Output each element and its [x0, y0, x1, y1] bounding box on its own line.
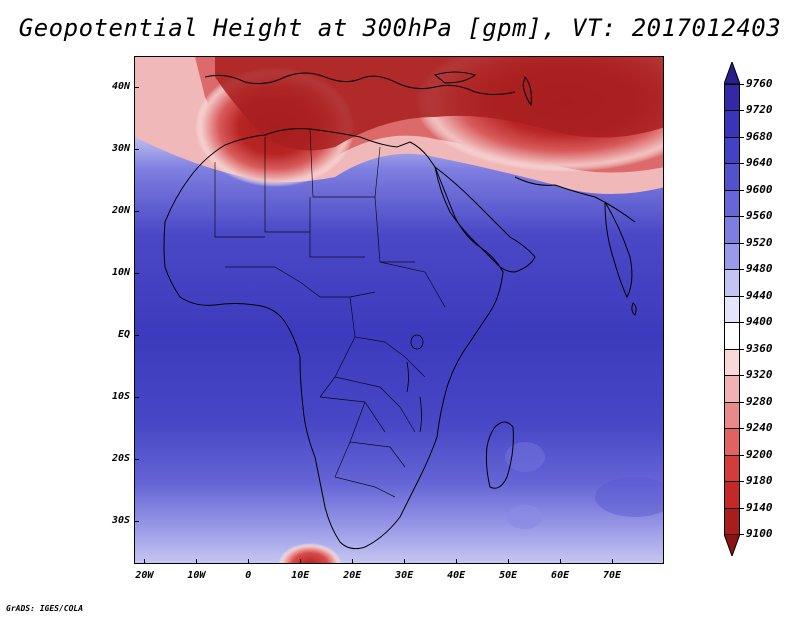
colorbar-tick — [740, 163, 744, 165]
map-panel — [134, 56, 664, 564]
latitude-tick — [134, 86, 139, 88]
longitude-tick — [352, 559, 354, 564]
geopotential-height-map — [135, 57, 663, 563]
colorbar-segment — [724, 375, 740, 402]
colorbar-tick — [740, 189, 744, 191]
colorbar-label: 9600 — [746, 182, 773, 196]
colorbar-segment — [724, 348, 740, 376]
colorbar-segment — [724, 428, 740, 455]
longitude-label: 10E — [291, 570, 310, 581]
colorbar-min-triangle — [724, 534, 740, 556]
colorbar-segment — [724, 84, 740, 111]
colorbar-segment — [724, 401, 740, 429]
latitude-tick — [134, 210, 139, 212]
colorbar-label: 9180 — [746, 474, 773, 488]
colorbar-tick — [740, 428, 744, 430]
colorbar-label: 9200 — [746, 447, 773, 461]
colorbar-segment — [724, 216, 740, 243]
colorbar-tick — [740, 216, 744, 218]
colorbar-tick — [740, 348, 744, 350]
colorbar-label: 9640 — [746, 156, 773, 170]
colorbar-tick — [740, 454, 744, 456]
longitude-tick — [612, 559, 614, 564]
longitude-label: 20E — [343, 570, 362, 581]
colorbar-label: 9560 — [746, 209, 773, 223]
longitude-tick — [456, 559, 458, 564]
colorbar-label: 9360 — [746, 341, 773, 355]
colorbar-tick — [740, 269, 744, 271]
chart-title: Geopotential Height at 300hPa [gpm], VT:… — [18, 14, 782, 42]
latitude-tick — [134, 458, 139, 460]
colorbar-segment — [724, 163, 740, 190]
colorbar-segment — [724, 269, 740, 296]
colorbar-max-triangle — [724, 62, 740, 84]
colorbar-label: 9760 — [746, 77, 773, 90]
colorbar-segment — [724, 454, 740, 482]
longitude-label: 30E — [395, 570, 414, 581]
longitude-label: 60E — [551, 570, 570, 581]
latitude-tick — [134, 334, 139, 336]
colorbar-segment — [724, 136, 740, 164]
latitude-tick — [134, 520, 139, 522]
colorbar-segment — [724, 295, 740, 323]
colorbar-segment — [724, 507, 740, 534]
software-credit: GrADS: IGES/COLA — [6, 604, 84, 613]
latitude-label: 20S — [111, 452, 130, 464]
colorbar-tick — [740, 295, 744, 297]
latitude-tick — [134, 396, 139, 398]
longitude-tick — [248, 559, 250, 564]
colorbar-label: 9480 — [746, 262, 773, 276]
colorbar-tick — [740, 136, 744, 138]
colorbar-tick — [740, 481, 744, 483]
colorbar-label: 9240 — [746, 421, 773, 435]
latitude-tick — [134, 148, 139, 150]
colorbar-label: 9320 — [746, 368, 773, 382]
latitude-label: 30N — [111, 142, 130, 154]
colorbar-label: 9720 — [746, 103, 773, 117]
colorbar-tick — [740, 534, 744, 535]
longitude-label: 20W — [135, 570, 154, 581]
colorbar-label: 9140 — [746, 500, 773, 514]
longitude-tick — [144, 559, 146, 564]
longitude-label: 0 — [245, 570, 252, 581]
latitude-label: 40N — [111, 80, 130, 92]
longitude-tick — [196, 559, 198, 564]
colorbar-segment — [724, 189, 740, 217]
colorbar-tick — [740, 110, 744, 112]
longitude-label: 10W — [187, 570, 206, 581]
colorbar-tick — [740, 507, 744, 509]
latitude-label: 10N — [111, 266, 130, 278]
latitude-label: 30S — [111, 514, 130, 526]
colorbar-label: 9680 — [746, 129, 773, 143]
latitude-label: 20N — [111, 204, 130, 216]
latitude-label: EQ — [117, 328, 130, 340]
colorbar-label: 9400 — [746, 315, 773, 329]
colorbar-segment — [724, 110, 740, 137]
colorbar-tick — [740, 375, 744, 377]
colorbar-segment — [724, 481, 740, 508]
latitude-label: 10S — [111, 390, 130, 402]
longitude-tick — [560, 559, 562, 564]
colorbar-segment — [724, 242, 740, 270]
longitude-label: 50E — [499, 570, 518, 581]
colorbar-tick — [740, 84, 744, 85]
longitude-tick — [300, 559, 302, 564]
longitude-label: 70E — [603, 570, 622, 581]
colorbar-label: 9440 — [746, 288, 773, 302]
colorbar-tick — [740, 401, 744, 403]
longitude-label: 40E — [447, 570, 466, 581]
colorbar-label: 9280 — [746, 394, 773, 408]
longitude-tick — [508, 559, 510, 564]
colorbar-label: 9100 — [746, 527, 773, 540]
longitude-tick — [404, 559, 406, 564]
colorbar-tick — [740, 322, 744, 324]
lakes — [406, 334, 424, 433]
latitude-tick — [134, 272, 139, 274]
colorbar-segment — [724, 322, 740, 349]
coastlines — [163, 71, 637, 550]
country-borders — [214, 128, 446, 498]
colorbar-label: 9520 — [746, 235, 773, 249]
colorbar-tick — [740, 242, 744, 244]
